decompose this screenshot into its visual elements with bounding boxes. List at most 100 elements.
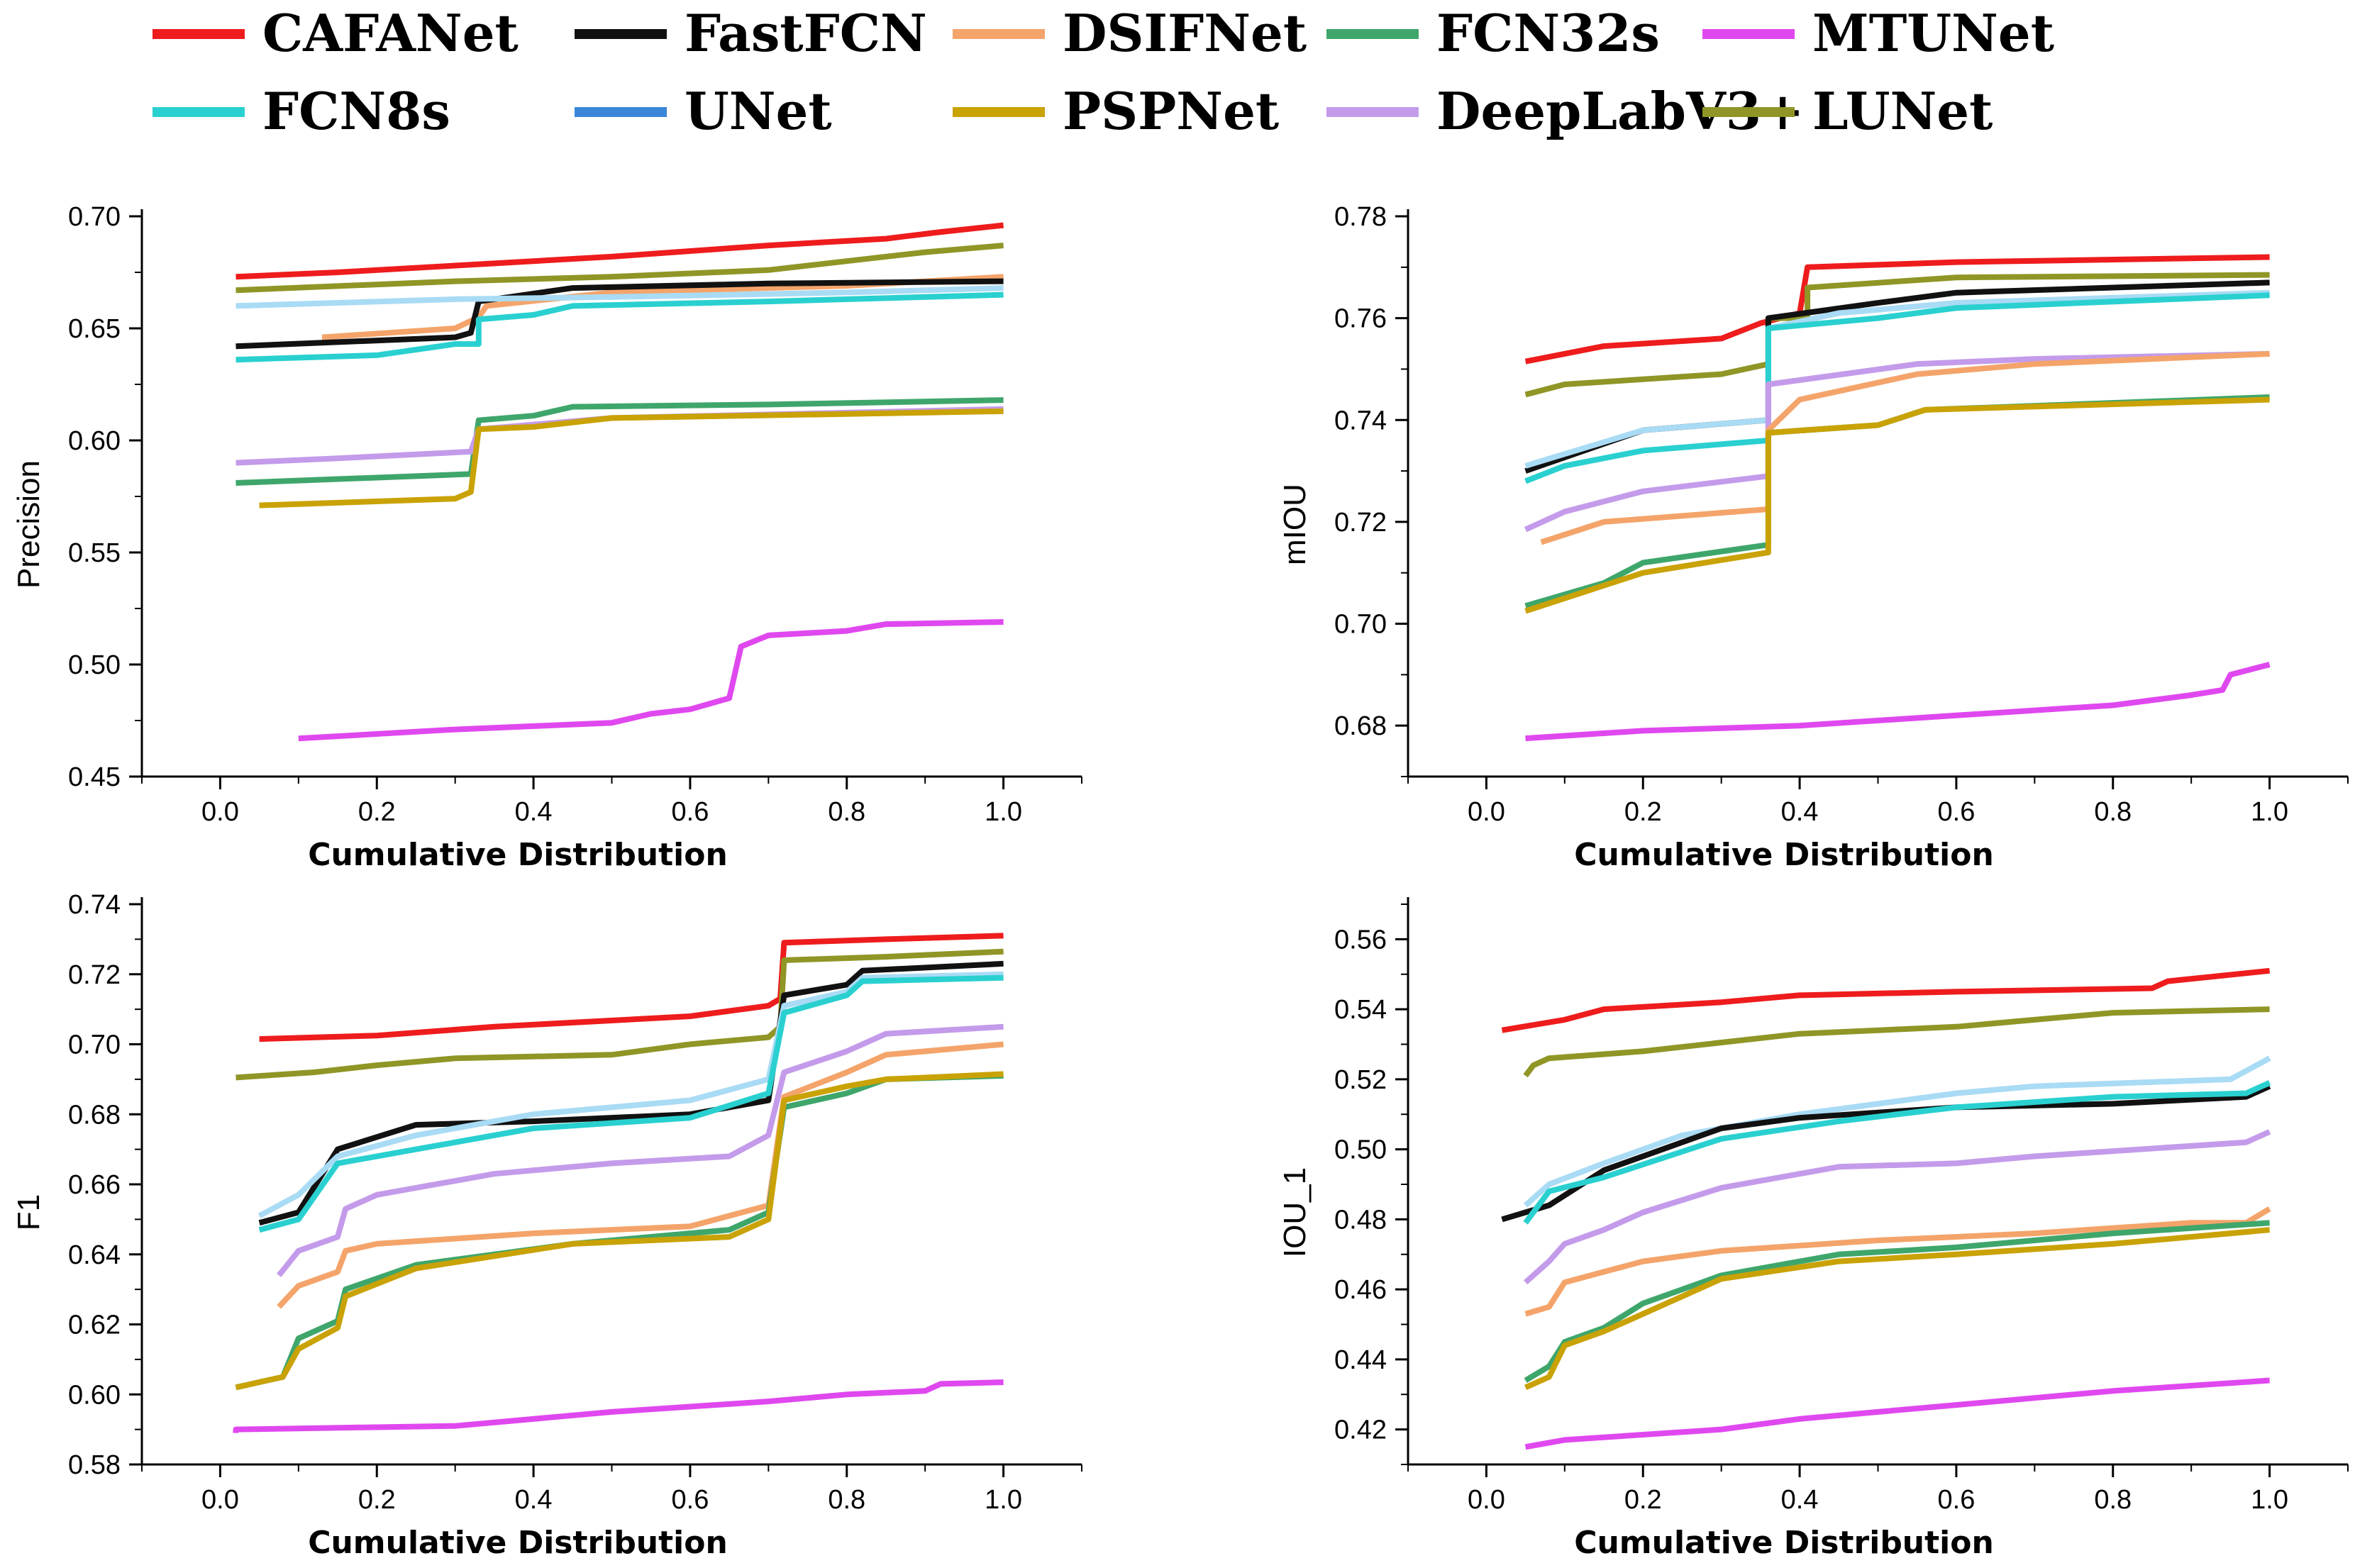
y-tick-label: 0.76 [1334, 304, 1387, 334]
x-axis-label: Cumulative Distribution [308, 1525, 728, 1561]
y-tick-label: 0.74 [68, 890, 121, 920]
y-axis-label: F1 [11, 1194, 46, 1230]
legend-item: DSIFNet [953, 3, 1307, 63]
series-line-mtunet [298, 619, 1004, 742]
series-line-lunet [1523, 1006, 2270, 1078]
x-axis-label: Cumulative Distribution [308, 837, 728, 873]
y-tick-label: 0.58 [68, 1450, 121, 1480]
legend-item: FastFCN [575, 3, 927, 63]
x-tick-label: 0.6 [672, 797, 709, 827]
series-line-deeplabv3-light [1523, 1055, 2271, 1208]
y-tick-label: 0.70 [1334, 610, 1387, 640]
series-line-fcn8s [1524, 292, 2270, 484]
f1-chart: 0.0 0.2 0.4 0.6 0.8 1.0 0.58 0.60 0.62 0.64 0.66 0.… [11, 890, 1082, 1561]
legend-item: CAFANet [153, 3, 519, 63]
y-tick-label: 0.55 [68, 538, 121, 568]
x-tick-label: 1.0 [2251, 797, 2288, 827]
series-line-pspnet [1524, 396, 2270, 614]
series-line-dsifnet [1524, 1206, 2271, 1317]
series-line-cafanet [236, 222, 1004, 280]
x-tick-label: 0.6 [1938, 1485, 1976, 1515]
y-tick-label: 0.60 [68, 426, 121, 456]
x-tick-label: 0.6 [1938, 797, 1976, 827]
legend-label: DSIFNet [1063, 3, 1307, 63]
legend-item: FCN8s [153, 81, 450, 141]
legend-label: FCN32s [1436, 3, 1660, 63]
x-tick-label: 0.0 [201, 1485, 239, 1515]
x-tick-label: 0.8 [828, 797, 865, 827]
series-line-cafanet [1501, 967, 2271, 1033]
x-axis-label: Cumulative Distribution [1574, 1525, 1994, 1561]
legend-label: UNet [685, 81, 832, 141]
legend-label: FCN8s [262, 81, 450, 141]
x-tick-label: 0.2 [1624, 1485, 1662, 1515]
x-tick-label: 1.0 [2251, 1485, 2288, 1515]
legend-item: FCN32s [1326, 3, 1660, 63]
y-axis-label: IOU_1 [1278, 1167, 1312, 1257]
series-line-dsifnet [321, 274, 1004, 340]
y-tick-label: 0.45 [68, 762, 121, 792]
series-line-deeplabv3 [1523, 1129, 2271, 1285]
series-line-dsifnet [277, 1041, 1004, 1309]
series-line-lunet [236, 243, 1004, 294]
series-line-deeplabv3-light [236, 285, 1004, 309]
x-tick-label: 1.0 [985, 797, 1022, 827]
series-line-lunet [236, 948, 1004, 1081]
x-tick-label: 0.4 [1781, 1485, 1819, 1515]
legend-label: MTUNet [1812, 3, 2054, 63]
x-tick-label: 0.4 [515, 1485, 553, 1515]
y-tick-label: 0.64 [68, 1240, 121, 1270]
y-axis-label: mIOU [1278, 484, 1312, 565]
x-tick-label: 0.2 [358, 797, 396, 827]
x-tick-label: 0.8 [2094, 797, 2132, 827]
y-tick-label: 0.50 [68, 650, 121, 680]
y-tick-label: 0.72 [68, 960, 121, 990]
legend-item: UNet [575, 81, 832, 141]
series-line-fcn8s [1523, 1080, 2271, 1225]
y-tick-label: 0.54 [1334, 995, 1387, 1025]
x-tick-label: 0.8 [2094, 1485, 2132, 1515]
series-line-pspnet [1524, 1227, 2270, 1391]
miou-chart: 0.0 0.2 0.4 0.6 0.8 1.0 0.68 0.70 0.72 0.74 0.76 0.… [1278, 202, 2349, 873]
y-tick-label: 0.74 [1334, 406, 1387, 435]
y-tick-label: 0.66 [68, 1170, 121, 1200]
y-tick-label: 0.52 [1334, 1065, 1387, 1095]
x-tick-label: 0.0 [1468, 1485, 1505, 1515]
series-line-deeplabv3-light [257, 971, 1004, 1218]
series-line-fcn8s [236, 291, 1004, 363]
y-tick-label: 0.78 [1334, 202, 1387, 232]
series-line-mtunet [233, 1379, 1004, 1433]
legend-item: MTUNet [1702, 3, 2054, 63]
x-axis-label: Cumulative Distribution [1574, 837, 1994, 873]
y-tick-label: 0.65 [68, 314, 121, 344]
y-tick-label: 0.46 [1334, 1275, 1387, 1305]
legend-label: LUNet [1812, 81, 1993, 141]
x-tick-label: 0.8 [828, 1485, 865, 1515]
series-line-pspnet [235, 1071, 1004, 1391]
y-tick-label: 0.70 [68, 1030, 121, 1060]
iou1-chart: 0.0 0.2 0.4 0.6 0.8 1.0 0.42 0.44 0.46 0.48 0.50 0.… [1278, 897, 2349, 1561]
series-line-cafanet [259, 933, 1004, 1042]
y-tick-label: 0.42 [1334, 1416, 1387, 1445]
y-tick-label: 0.44 [1334, 1345, 1387, 1375]
series-line-fcn32s [1524, 1220, 2270, 1383]
y-tick-label: 0.72 [1334, 508, 1387, 538]
x-tick-label: 0.2 [1624, 797, 1662, 827]
x-tick-label: 0.4 [515, 797, 553, 827]
y-tick-label: 0.56 [1334, 925, 1387, 955]
y-tick-label: 0.68 [68, 1100, 121, 1130]
series-line-deeplabv3 [277, 1023, 1004, 1277]
series-line-mtunet [1524, 1377, 2270, 1450]
y-axis-label: Precision [11, 460, 46, 589]
x-tick-label: 0.0 [1468, 797, 1505, 827]
x-tick-label: 0.0 [201, 797, 239, 827]
y-tick-label: 0.62 [68, 1311, 121, 1340]
x-tick-label: 0.4 [1781, 797, 1819, 827]
legend-label: FastFCN [685, 3, 927, 63]
legend-item: PSPNet [953, 81, 1279, 141]
x-tick-label: 0.6 [672, 1485, 709, 1515]
y-tick-label: 0.68 [1334, 711, 1387, 741]
legend-item: LUNet [1702, 81, 1993, 141]
legend-label: CAFANet [262, 3, 519, 63]
